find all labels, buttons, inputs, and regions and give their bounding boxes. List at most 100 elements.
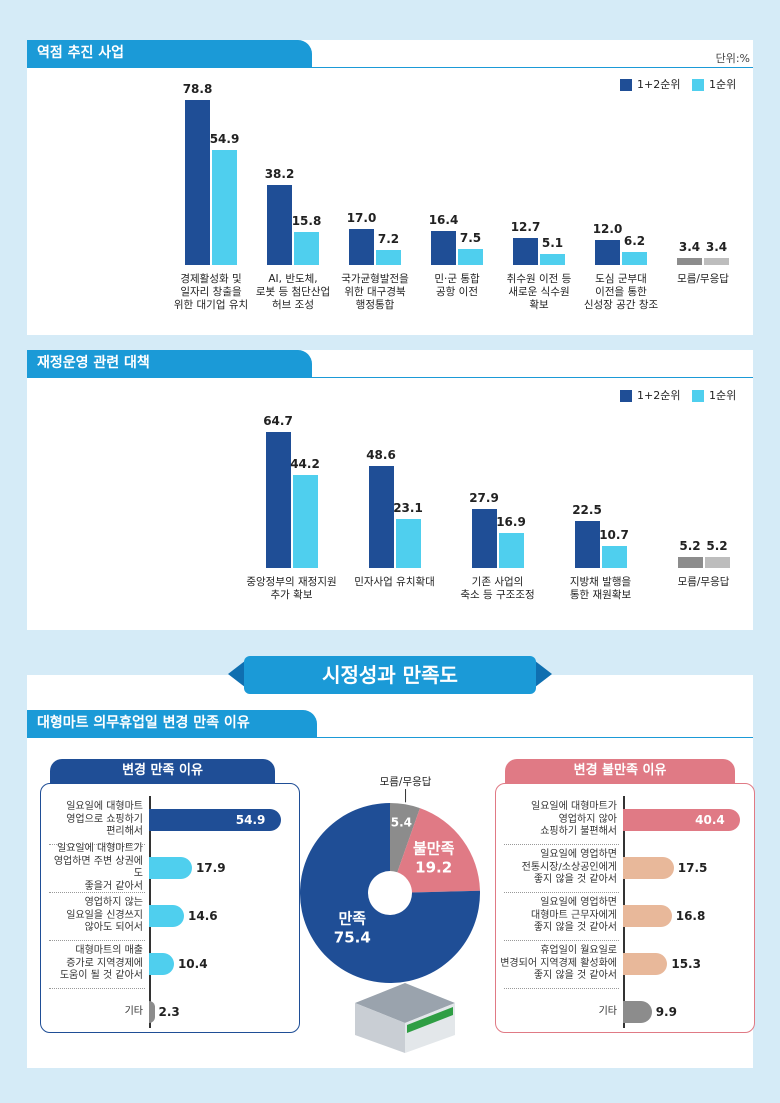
pie-value: 19.2 (415, 858, 452, 876)
legend-label: 1+2순위 (637, 389, 681, 402)
bar (623, 857, 674, 879)
value-label: 2.3 (158, 1005, 180, 1019)
bar (349, 229, 374, 265)
x-tick-label: 지방채 발행을 통한 재원확보 (569, 576, 632, 601)
category-label: 일요일에 대형마트 영업으로 쇼핑하기 편리해서 (66, 801, 143, 838)
value-label: 27.9 (469, 491, 499, 506)
section-tab: 재정운영 관련 대책 (27, 350, 312, 377)
category-label: 기타 (124, 1005, 143, 1017)
x-tick-label: 취수원 이전 등 새로운 식수원 확보 (506, 273, 572, 311)
value-label: 17.0 (346, 211, 377, 226)
value-label: 48.6 (366, 447, 396, 462)
x-tick-label: 기존 사업의 축소 등 구조조정 (460, 576, 535, 601)
bar (677, 257, 702, 265)
chart: 일요일에 대형마트가 영업하지 않아 쇼핑하기 불편해서 40.4 일요일에 영업하… (495, 783, 755, 1033)
value-label: 14.6 (188, 909, 218, 923)
pie-label: 불만족 (413, 839, 455, 857)
legend-swatch (692, 79, 704, 91)
row-separator (49, 940, 145, 941)
banner-title: 시정성과 만족도 (244, 656, 536, 694)
value-label: 15.3 (671, 957, 701, 971)
value-label: 7.5 (459, 231, 482, 246)
building (355, 983, 455, 1053)
category-label: 기타 (598, 1005, 617, 1017)
pie-value: 5.4 (391, 815, 412, 829)
x-tick-label: 도심 군부대 이전을 통한 신성장 공간 창조 (583, 273, 659, 311)
panel-header: 변경 만족 이유 (50, 759, 275, 783)
x-tick-label: 민자사업 유치확대 (354, 576, 435, 588)
bar (368, 465, 394, 568)
bar (623, 905, 672, 927)
bar (431, 230, 456, 265)
value-label: 12.0 (592, 221, 623, 236)
section-tab: 역점 추진 사업 (27, 40, 312, 67)
bar (622, 251, 647, 265)
value-label: 17.9 (195, 861, 226, 875)
chart: 64.7 44.2 중앙정부의 재정지원 추가 확보 48.6 23.1 민자사업 유치확… (240, 390, 755, 625)
category-label: 일요일에 대형마트가 영업하면 주변 상권에도 좋을거 같아서 (53, 843, 143, 892)
pie-slice (390, 803, 420, 873)
panel (27, 40, 753, 335)
value-label: 64.7 (263, 414, 293, 429)
pie-value: 75.4 (334, 929, 371, 947)
bar (574, 520, 600, 568)
rule (27, 67, 753, 68)
bar (513, 238, 538, 265)
row-separator (49, 892, 145, 893)
x-tick-label: 중앙정부의 재정지원 추가 확보 (246, 576, 337, 601)
category-label: 영업하지 않는 일요일을 신경쓰지 않아도 되어서 (66, 897, 143, 934)
x-tick-label: 경제활성화 및 일자리 창출을 위한 대기업 유치 (173, 273, 249, 311)
value-label: 10.7 (599, 527, 629, 542)
panel-header: 변경 불만족 이유 (505, 759, 735, 783)
x-tick-label: 민·군 통합 공항 이전 (434, 273, 480, 298)
x-tick-label: AI, 반도체, 로봇 등 첨단산업 허브 조성 (255, 273, 331, 311)
bar (498, 532, 524, 568)
value-label: 3.4 (705, 239, 728, 254)
value-label: 54.9 (235, 813, 266, 827)
legend-label: 1+2순위 (637, 78, 681, 91)
bar (623, 953, 668, 975)
unit: 단위:% (715, 52, 750, 65)
bar (292, 475, 318, 568)
legend-label: 1순위 (709, 78, 737, 91)
row-separator (49, 844, 145, 845)
x-tick-label: 국가균형발전을 위한 대구경북 행정통합 (341, 273, 409, 311)
bar (265, 432, 291, 568)
chart: 일요일에 대형마트 영업으로 쇼핑하기 편리해서 54.9 일요일에 대형마트가 영… (40, 783, 300, 1033)
legend-swatch (692, 390, 704, 402)
value-label: 10.4 (177, 957, 208, 971)
bar (540, 254, 565, 265)
value-label: 16.9 (496, 514, 526, 529)
bar (185, 99, 210, 265)
row-separator (504, 844, 619, 845)
value-label: 54.9 (209, 131, 240, 146)
legend: 1+2순위 1순위 (620, 388, 750, 404)
bar (704, 557, 730, 568)
pie-label: 모름/무응답 (380, 776, 432, 788)
bar (149, 809, 281, 831)
value-label: 3.4 (678, 239, 701, 254)
bar (623, 1001, 652, 1023)
bar (267, 184, 292, 265)
bar (149, 905, 185, 927)
row-separator (504, 988, 619, 989)
value-label: 5.2 (706, 539, 728, 554)
section-tab: 대형마트 의무휴업일 변경 만족 이유 (27, 710, 317, 737)
bar (212, 149, 237, 265)
bar (704, 257, 729, 265)
category-label: 일요일에 영업하면 대형마트 근무자에게 좋지 않을 것 같아서 (531, 897, 617, 934)
legend-swatch (620, 390, 632, 402)
bar (294, 231, 319, 265)
bar (395, 519, 421, 568)
value-label: 5.2 (679, 539, 701, 554)
bar (149, 953, 174, 975)
value-label: 6.2 (623, 233, 646, 248)
row-separator (504, 892, 619, 893)
bar (595, 239, 620, 265)
value-label: 22.5 (572, 502, 602, 517)
value-label: 12.7 (510, 220, 541, 235)
value-label: 7.2 (377, 231, 400, 246)
value-label: 9.9 (655, 1005, 677, 1019)
